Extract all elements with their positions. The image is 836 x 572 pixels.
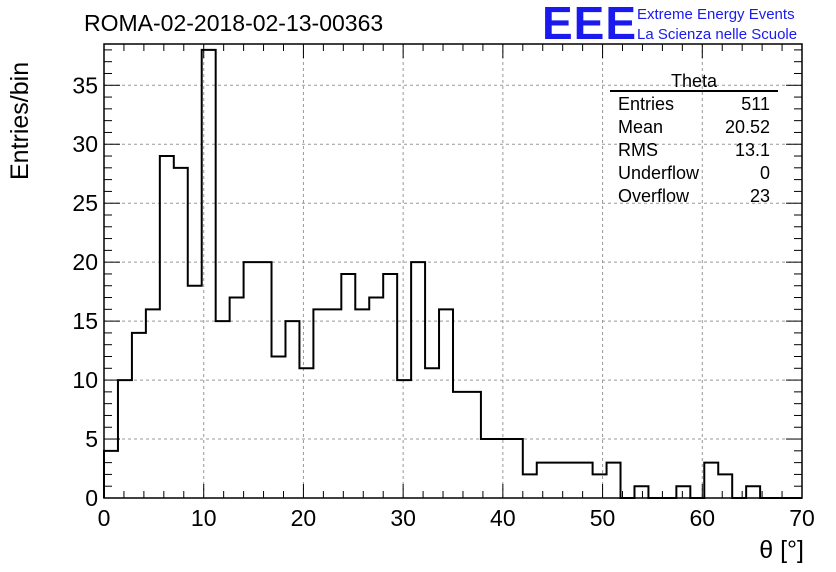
histogram-bin <box>718 474 732 498</box>
x-axis-label: θ [°] <box>759 536 804 564</box>
x-tick-label: 10 <box>191 505 217 531</box>
y-tick-label: 15 <box>72 308 98 334</box>
histogram-bin <box>341 274 355 498</box>
y-tick-label: 5 <box>85 426 98 452</box>
stat-value: 23 <box>749 186 770 206</box>
stat-label: RMS <box>618 140 658 160</box>
histogram-bin <box>453 392 467 498</box>
stat-row-overflow: Overflow 23 <box>610 184 778 207</box>
histogram-bin <box>355 309 369 498</box>
y-tick-label: 20 <box>72 249 98 275</box>
eee-logo: EEE <box>542 0 638 49</box>
stat-label: Entries <box>618 94 675 114</box>
plot-frame <box>103 43 803 499</box>
histogram-bin <box>132 333 146 498</box>
histogram-bin <box>285 321 299 498</box>
histogram-bin <box>607 463 621 498</box>
histogram-bin <box>523 474 537 498</box>
histogram-bin <box>230 298 244 498</box>
histogram-bin <box>202 50 216 498</box>
histogram-bin <box>216 321 230 498</box>
plot-title: ROMA-02-2018-02-13-00363 <box>84 10 384 36</box>
histogram-bin <box>551 463 565 498</box>
histogram-bin <box>244 262 258 498</box>
histogram-bin <box>313 309 327 498</box>
brand-line-1: Extreme Energy Events <box>637 6 795 23</box>
x-tick-label: 70 <box>789 505 815 531</box>
histogram-bin <box>146 309 160 498</box>
y-tick-label: 0 <box>85 485 98 511</box>
y-tick-label: 35 <box>72 72 98 98</box>
histogram-bin <box>327 309 341 498</box>
histogram-bin <box>174 168 188 498</box>
x-tick-label: 40 <box>490 505 516 531</box>
x-tick-label: 60 <box>689 505 715 531</box>
histogram-bin <box>425 368 439 498</box>
stat-row-entries: Entries 511 <box>610 92 778 115</box>
histogram-line <box>103 48 802 499</box>
histogram-bin <box>634 486 648 498</box>
stat-value: 0 <box>759 163 770 183</box>
histogram-bin <box>565 463 579 498</box>
histogram-bin <box>467 392 481 498</box>
stats-title: Theta <box>610 70 778 92</box>
x-tick-label: 20 <box>291 505 317 531</box>
stat-row-rms: RMS 13.1 <box>610 138 778 161</box>
histogram-bin <box>383 274 397 498</box>
y-tick-label: 30 <box>72 131 98 157</box>
stat-row-underflow: Underflow 0 <box>610 161 778 184</box>
histogram-bin <box>258 262 272 498</box>
histogram-bin <box>481 439 495 498</box>
histogram-bin <box>118 380 132 498</box>
stat-label: Mean <box>618 117 664 137</box>
histogram-bin <box>397 380 411 498</box>
x-tick-label: 0 <box>98 505 111 531</box>
histogram-bin <box>188 286 202 498</box>
stat-value: 20.52 <box>724 117 770 137</box>
histogram-bin <box>299 368 313 498</box>
histogram-bin <box>272 356 286 498</box>
histogram-bin <box>411 262 425 498</box>
y-tick-label: 25 <box>72 190 98 216</box>
y-tick-label: 10 <box>72 367 98 393</box>
x-tick-label: 50 <box>590 505 616 531</box>
histogram-bin <box>704 463 718 498</box>
histogram-bin <box>509 439 523 498</box>
histogram-bin <box>160 156 174 498</box>
stat-label: Overflow <box>618 186 690 206</box>
stat-row-mean: Mean 20.52 <box>610 115 778 138</box>
stat-value: 13.1 <box>734 140 770 160</box>
histogram-bin <box>369 298 383 498</box>
histogram-bin <box>746 486 760 498</box>
histogram-bin <box>593 474 607 498</box>
x-tick-label: 30 <box>390 505 416 531</box>
stat-label: Underflow <box>618 163 700 183</box>
stat-value: 511 <box>741 94 770 114</box>
histogram-bin <box>537 463 551 498</box>
histogram-bin <box>495 439 509 498</box>
brand-line-2: La Scienza nelle Scuole <box>637 26 798 43</box>
histogram-bin <box>439 309 453 498</box>
histogram-bin <box>579 463 593 498</box>
histogram-bin <box>104 451 118 498</box>
stats-box: Theta Entries 511 Mean 20.52 RMS 13.1 Un… <box>610 70 778 207</box>
histogram-bin <box>676 486 690 498</box>
